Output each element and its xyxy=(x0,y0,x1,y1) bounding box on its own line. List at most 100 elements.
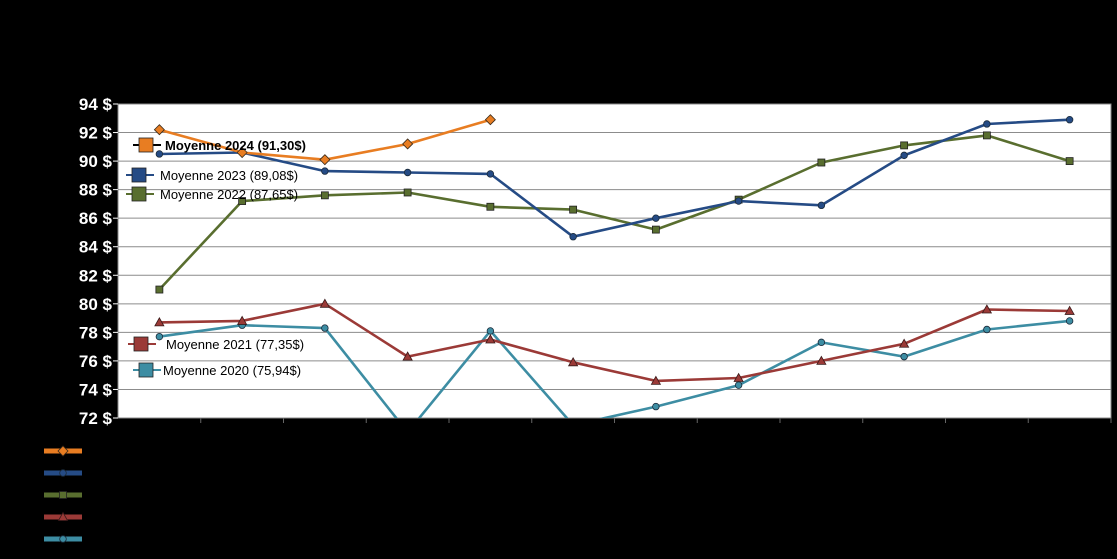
legend-item-4 xyxy=(44,511,82,521)
series-label-2: Moyenne 2023 (89,08$) xyxy=(126,167,298,183)
data-point-marker xyxy=(155,150,164,158)
data-point-marker xyxy=(1065,317,1074,325)
series-label-text: Moyenne 2021 (77,35$) xyxy=(166,337,304,352)
y-tick-label: 72 $ xyxy=(79,409,113,428)
data-point-marker xyxy=(402,351,413,361)
series-line xyxy=(158,134,1070,291)
series-label-text: Moyenne 2024 (91,30$) xyxy=(165,138,306,153)
series-label-swatch xyxy=(138,362,154,378)
data-point-marker xyxy=(320,191,329,200)
data-point-marker xyxy=(569,205,578,214)
y-tick-label: 76 $ xyxy=(79,352,113,371)
data-point-marker xyxy=(817,158,826,167)
series-line xyxy=(159,118,1070,238)
data-point-marker xyxy=(403,188,412,197)
data-point-marker xyxy=(983,325,991,334)
series-label-3: Moyenne 2022 (87,65$) xyxy=(126,186,298,202)
data-point-marker xyxy=(734,197,743,205)
data-point-marker xyxy=(153,124,165,136)
data-point-marker xyxy=(734,381,743,389)
series-label-4: Moyenne 2021 (77,35$) xyxy=(128,336,304,352)
data-point-marker xyxy=(57,445,69,457)
series-line xyxy=(159,302,1070,383)
data-point-marker xyxy=(236,315,248,325)
legend xyxy=(44,445,82,543)
y-tick-label: 78 $ xyxy=(79,323,113,342)
data-point-marker xyxy=(652,214,660,222)
series-4 xyxy=(154,298,1075,385)
y-tick-label: 88 $ xyxy=(79,181,113,200)
data-point-marker xyxy=(404,429,411,436)
data-point-marker xyxy=(900,352,908,361)
series-label-text: Moyenne 2020 (75,94$) xyxy=(163,363,301,378)
data-point-marker xyxy=(484,114,496,126)
data-point-marker xyxy=(319,298,331,308)
data-point-marker xyxy=(155,285,164,294)
x-axis-ticks xyxy=(200,418,1112,423)
y-tick-label: 84 $ xyxy=(79,238,113,257)
series-3 xyxy=(155,131,1074,294)
series-label-swatch xyxy=(138,137,154,153)
data-point-marker xyxy=(817,338,826,347)
series-label-text: Moyenne 2022 (87,65$) xyxy=(160,187,298,202)
legend-item-5 xyxy=(44,535,82,543)
data-point-marker xyxy=(1064,305,1075,315)
data-point-marker xyxy=(1065,115,1074,124)
data-point-marker xyxy=(57,511,69,521)
data-point-marker xyxy=(486,202,495,211)
data-point-marker xyxy=(650,375,662,385)
series-label-1: Moyenne 2024 (91,30$) xyxy=(133,137,306,153)
data-point-marker xyxy=(485,334,496,344)
data-point-marker xyxy=(982,131,991,140)
series-lines xyxy=(153,114,1075,436)
data-point-marker xyxy=(319,154,331,166)
data-point-marker xyxy=(1065,157,1074,165)
series-label-5: Moyenne 2020 (75,94$) xyxy=(133,362,301,378)
y-tick-label: 90 $ xyxy=(79,152,113,171)
data-point-marker xyxy=(238,197,247,205)
series-label-swatch xyxy=(131,167,147,183)
y-tick-label: 94 $ xyxy=(79,95,113,114)
data-point-marker xyxy=(402,138,414,150)
data-point-marker xyxy=(817,201,826,210)
y-tick-label: 92 $ xyxy=(79,124,113,143)
data-point-marker xyxy=(570,422,577,429)
data-point-marker xyxy=(236,146,248,159)
data-point-marker xyxy=(652,402,660,411)
data-point-marker xyxy=(567,357,579,367)
data-point-marker xyxy=(486,327,495,335)
legend-item-3 xyxy=(44,491,82,499)
legend-item-1 xyxy=(44,445,82,457)
data-point-marker xyxy=(321,324,329,332)
y-axis-ticks: 72 $ 74 $ 76 $ 78 $ 80 $ 82 $ 84 $ 86 $ 88 $ 90 $… xyxy=(79,95,118,428)
data-point-marker xyxy=(155,332,164,341)
series-label-text: Moyenne 2023 (89,08$) xyxy=(160,168,298,183)
y-tick-label: 80 $ xyxy=(79,295,113,314)
series-line xyxy=(159,319,1070,418)
data-point-marker xyxy=(154,317,165,327)
y-tick-label: 82 $ xyxy=(79,266,113,285)
data-point-marker xyxy=(569,233,577,241)
data-point-marker xyxy=(981,304,993,314)
data-point-marker xyxy=(898,338,910,348)
series-label-swatch xyxy=(133,336,149,352)
series-label-swatch xyxy=(131,186,147,202)
series-labels: Moyenne 2024 (91,30$) Moyenne 2023 (89,08… xyxy=(126,137,306,378)
data-point-marker xyxy=(59,535,67,543)
data-point-marker xyxy=(900,151,908,160)
data-point-marker xyxy=(733,372,744,382)
data-point-marker xyxy=(900,141,909,150)
data-point-marker xyxy=(651,225,660,234)
data-point-marker xyxy=(816,355,827,365)
y-tick-label: 86 $ xyxy=(79,209,113,228)
series-1 xyxy=(153,114,496,166)
data-point-marker xyxy=(59,491,67,499)
data-point-marker xyxy=(59,469,67,477)
y-tick-label: 74 $ xyxy=(79,380,113,399)
data-point-marker xyxy=(983,120,991,128)
data-point-marker xyxy=(321,167,329,175)
legend-item-2 xyxy=(44,469,82,477)
data-point-marker xyxy=(403,168,412,177)
data-point-marker xyxy=(486,170,495,178)
